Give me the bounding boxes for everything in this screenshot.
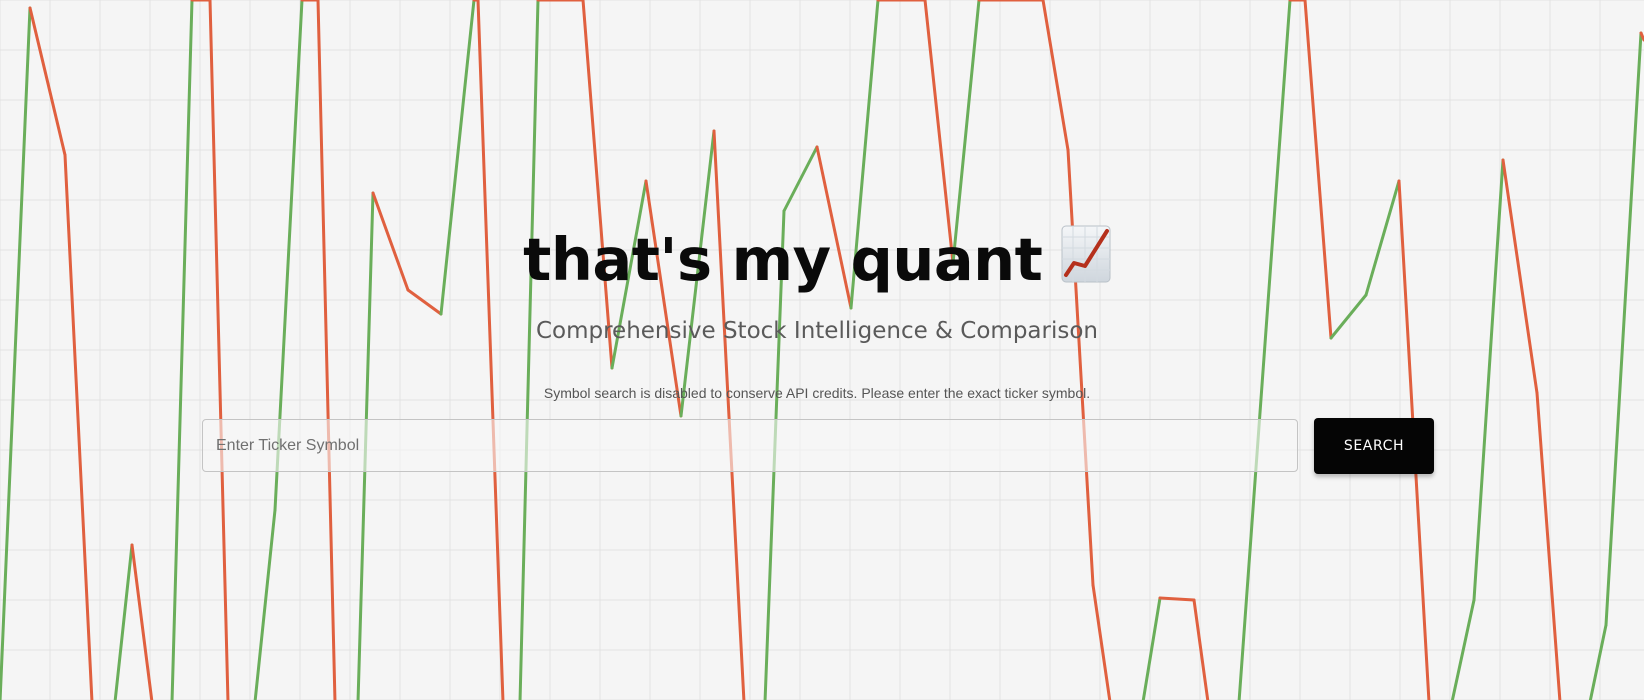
price-line-segment xyxy=(1604,31,1643,627)
price-line-segment xyxy=(1237,328,1268,700)
price-line-segment xyxy=(63,153,94,700)
price-line-segment xyxy=(815,145,853,310)
price-line-segment xyxy=(782,145,819,213)
title-row: that's my quant xyxy=(0,225,1634,294)
ticker-input[interactable] xyxy=(202,419,1298,472)
price-line-segment xyxy=(208,0,230,700)
price-line-segment xyxy=(1091,583,1112,700)
price-line-segment xyxy=(849,0,880,310)
price-line-segment xyxy=(1192,598,1210,700)
search-notice: Symbol search is disabled to conserve AP… xyxy=(543,385,1091,401)
search-button[interactable]: SEARCH xyxy=(1314,418,1434,474)
price-line-segment xyxy=(1041,0,1070,152)
price-line-segment xyxy=(1158,596,1196,602)
price-line-segment xyxy=(130,543,154,700)
price-line-segment xyxy=(1329,293,1368,340)
price-line-segment xyxy=(439,0,476,316)
price-line-segment xyxy=(476,0,505,700)
price-line-segment xyxy=(253,508,277,700)
price-line-segment xyxy=(1501,158,1539,395)
price-line-segment xyxy=(923,0,955,265)
price-line-segment xyxy=(518,0,540,700)
price-line-segment xyxy=(951,0,981,265)
price-line-segment xyxy=(170,0,194,700)
price-line-segment xyxy=(712,129,746,700)
page-title: that's my quant xyxy=(523,225,1043,294)
search-row: SEARCH xyxy=(202,418,1434,474)
price-line-segment xyxy=(644,179,683,418)
price-line-segment xyxy=(1450,598,1476,700)
chart-increasing-icon xyxy=(1061,225,1111,282)
price-line-segment xyxy=(1264,0,1292,332)
price-line-segment xyxy=(1303,0,1333,340)
price-line-segment xyxy=(371,191,410,292)
price-line-segment xyxy=(0,6,32,700)
price-line-segment xyxy=(679,129,716,418)
price-line-segment xyxy=(113,543,134,700)
price-line-segment xyxy=(1588,623,1608,700)
page-subtitle: Comprehensive Stock Intelligence & Compa… xyxy=(535,318,1099,344)
price-line-segment xyxy=(1066,148,1095,587)
price-line-segment xyxy=(581,0,614,370)
price-line-segment xyxy=(28,6,67,157)
price-line-segment xyxy=(1472,158,1505,602)
price-line-segment xyxy=(1141,596,1162,700)
price-line-segment xyxy=(1535,391,1562,700)
price-line-segment xyxy=(1364,179,1401,297)
price-line-segment xyxy=(406,288,443,316)
price-line-segment xyxy=(316,0,337,700)
price-line-segment xyxy=(610,179,648,370)
